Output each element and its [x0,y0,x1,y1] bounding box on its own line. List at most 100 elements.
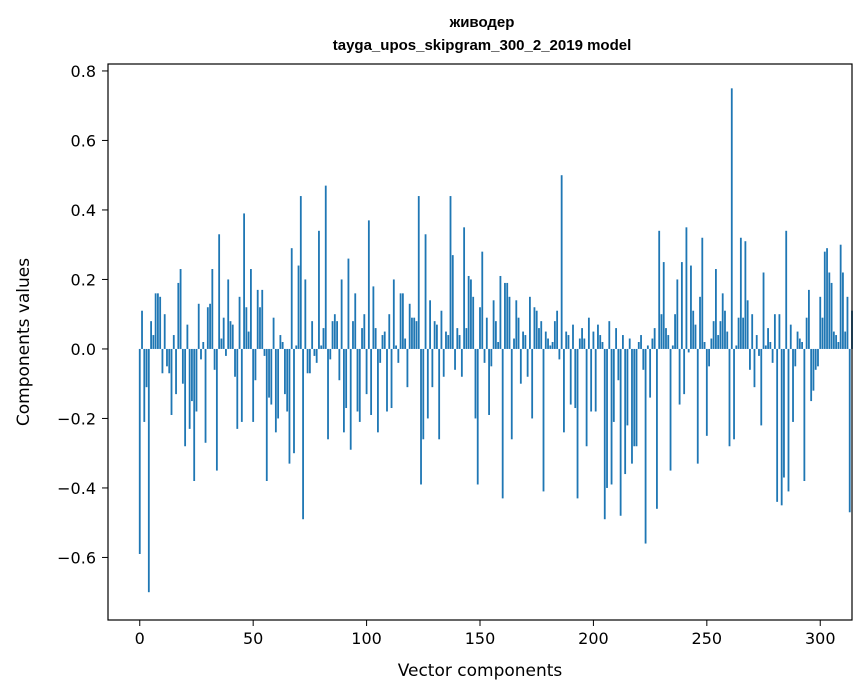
bar-10 [161,348,164,374]
bar-58 [270,348,273,405]
bar-284 [783,348,785,478]
bar-238 [678,348,681,405]
bar-256 [719,321,722,349]
bar-191 [572,324,574,349]
y-tick-label: 0.6 [71,131,96,150]
bar-271 [753,348,756,388]
bar-155 [490,348,493,367]
bar-235 [671,345,674,349]
bar-12 [166,348,168,367]
bar-313 [848,348,851,513]
y-axis: −0.6 −0.4 −0.2 0.0 0.2 0.4 0.6 0.8 [57,62,108,567]
bar-171 [526,348,529,377]
bar-108 [383,331,386,349]
bar-107 [381,335,384,349]
x-tick-label: 300 [805,629,836,648]
bar-92 [347,258,350,349]
bar-257 [721,293,724,349]
bar-32 [211,269,214,349]
bar-203 [599,335,602,349]
bar-268 [746,300,749,349]
bar-177 [540,321,543,349]
bar-129 [431,348,434,388]
bar-260 [728,348,731,447]
bar-84 [329,348,332,360]
bar-25 [195,348,198,412]
bar-305 [830,282,833,349]
bar-190 [569,348,572,405]
bar-220 [637,342,640,349]
bar-13 [168,348,171,374]
bar-261 [730,88,733,349]
bar-204 [601,342,604,349]
bar-215 [626,348,629,426]
bar-145 [467,275,470,349]
bar-41 [231,324,234,349]
bar-46 [243,213,245,349]
bar-132 [438,348,441,440]
bar-308 [837,342,840,349]
bar-293 [803,348,806,481]
bar-30 [206,307,209,349]
bar-201 [594,348,597,412]
bar-141 [458,335,461,349]
bar-275 [762,272,765,349]
bar-216 [628,338,631,349]
bar-165 [513,338,515,349]
bar-105 [377,348,379,433]
bar-262 [733,348,735,440]
bar-252 [710,338,713,349]
bar-187 [563,348,565,433]
bar-188 [565,331,568,349]
bar-277 [767,328,769,349]
bar-64 [284,348,286,395]
bar-296 [810,348,813,402]
bar-114 [397,348,400,363]
bar-113 [395,345,397,349]
bar-0 [138,348,141,554]
bar-274 [760,348,763,426]
bar-232 [665,328,667,349]
bar-182 [551,342,554,349]
bar-195 [581,328,583,349]
bar-179 [544,331,547,349]
bar-272 [755,335,758,349]
bar-276 [764,345,767,349]
y-tick-label: 0.8 [71,62,96,81]
bar-28 [202,342,205,349]
bar-263 [735,345,738,349]
bar-160 [501,348,504,499]
bar-250 [705,348,708,436]
bar-82 [324,185,327,349]
bar-197 [585,348,588,447]
bar-86 [333,314,336,349]
bar-134 [442,348,445,377]
bar-249 [703,342,706,349]
bar-196 [583,338,586,349]
bar-208 [610,348,613,485]
bar-255 [717,335,720,349]
bar-76 [311,321,314,349]
bar-48 [247,331,250,349]
bar-65 [286,348,289,412]
bar-39 [227,279,230,349]
bar-303 [826,248,828,349]
y-axis-label: Components values [14,258,34,426]
bar-14 [170,348,173,415]
bar-18 [179,269,182,349]
bar-16 [175,348,177,395]
x-tick-label: 0 [135,629,145,648]
bar-150 [479,307,481,349]
bar-183 [553,321,556,349]
bar-236 [674,314,676,349]
x-axis-label: Vector components [398,661,563,681]
bar-295 [808,289,810,349]
bar-106 [379,348,382,363]
bar-15 [172,335,175,349]
bar-70 [297,265,300,349]
bar-154 [488,348,490,415]
bar-168 [519,348,522,384]
bar-94 [352,321,354,349]
bar-11 [163,314,166,349]
bar-137 [449,196,452,349]
